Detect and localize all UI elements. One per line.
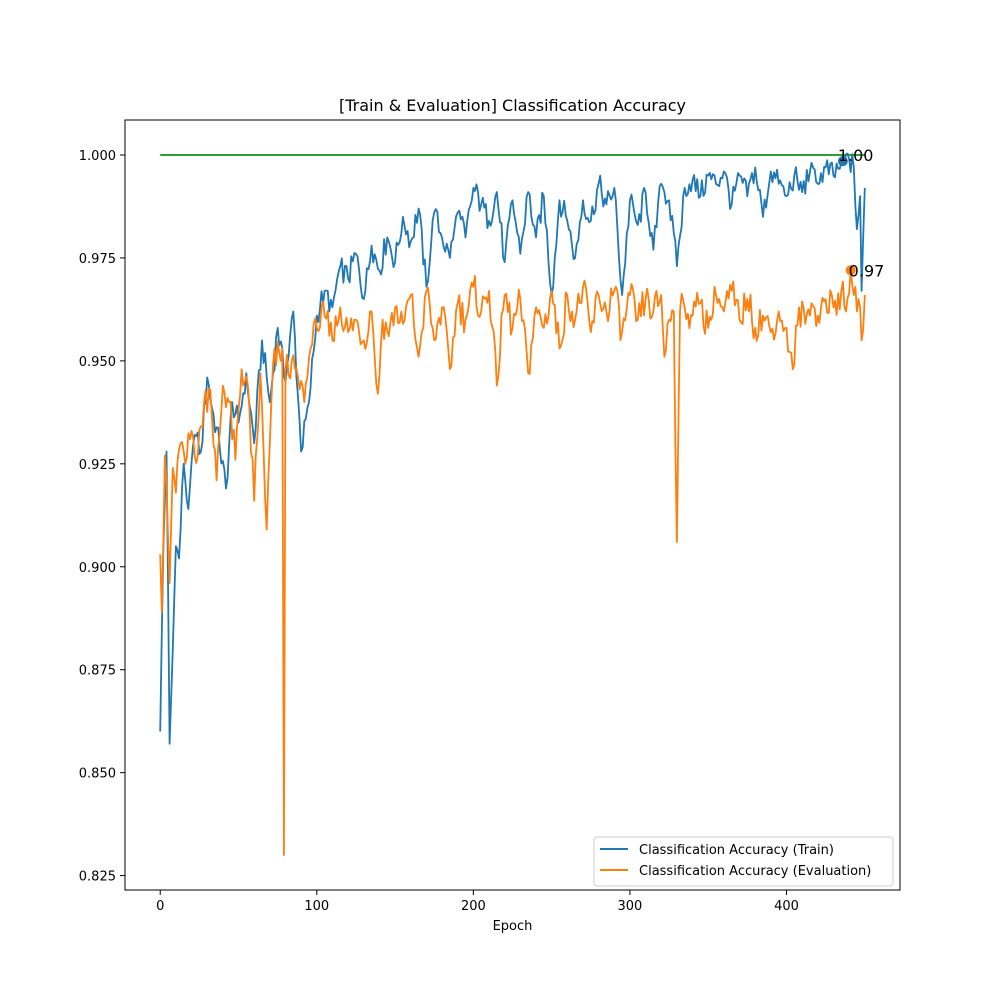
x-axis-label: Epoch bbox=[493, 919, 533, 934]
y-tick-label: 0.825 bbox=[79, 870, 116, 885]
legend-label-evaluation: Classification Accuracy (Evaluation) bbox=[639, 864, 871, 879]
x-axis: 0 100 200 300 400 bbox=[156, 890, 799, 914]
best-point-train bbox=[837, 156, 848, 167]
series-line-train bbox=[159, 152, 866, 745]
legend-box bbox=[593, 836, 894, 887]
axes-frame bbox=[124, 119, 901, 891]
legend: Classification Accuracy (Train) Classifi… bbox=[593, 836, 894, 887]
best-label-train: 1.00 bbox=[838, 146, 874, 165]
series-layer bbox=[159, 152, 866, 856]
y-tick-label: 0.925 bbox=[79, 458, 116, 473]
chart-title: [Train & Evaluation] Classification Accu… bbox=[339, 96, 686, 115]
x-tick-label: 0 bbox=[156, 899, 164, 914]
x-tick-label: 100 bbox=[304, 899, 329, 914]
y-tick-label: 0.850 bbox=[79, 767, 116, 782]
x-tick-label: 200 bbox=[461, 899, 486, 914]
legend-label-train: Classification Accuracy (Train) bbox=[639, 843, 834, 858]
best-label-evaluation: 0.97 bbox=[849, 261, 885, 280]
y-axis: 0.825 0.850 0.875 0.900 0.925 0.950 0.975 1.000 bbox=[79, 149, 125, 885]
x-tick-label: 400 bbox=[774, 899, 799, 914]
series-line-evaluation bbox=[159, 269, 866, 856]
plot-area: 1.00 0.97 bbox=[124, 119, 901, 891]
marker-layer: 1.00 0.97 bbox=[837, 146, 885, 280]
best-point-evaluation bbox=[845, 265, 856, 276]
y-tick-label: 0.900 bbox=[79, 561, 116, 576]
x-tick-label: 300 bbox=[618, 899, 643, 914]
y-tick-label: 1.000 bbox=[79, 149, 116, 164]
y-tick-label: 0.875 bbox=[79, 664, 116, 679]
y-tick-label: 0.975 bbox=[79, 252, 116, 267]
y-tick-label: 0.950 bbox=[79, 355, 116, 370]
